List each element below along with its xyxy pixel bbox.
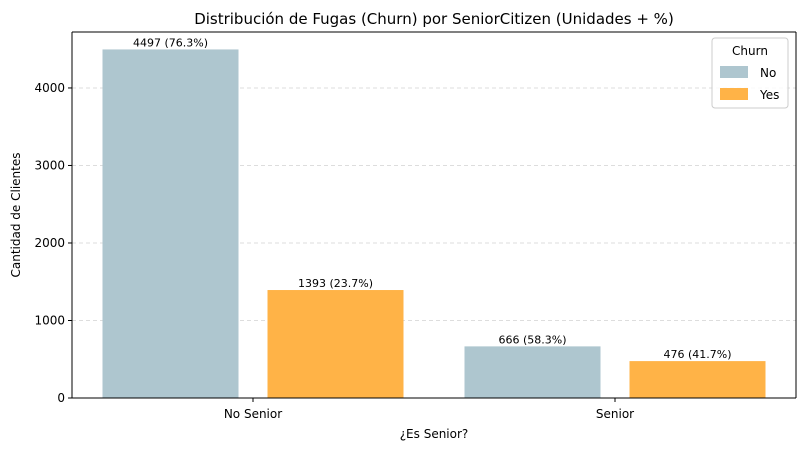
- chart-title: Distribución de Fugas (Churn) por Senior…: [194, 10, 674, 28]
- bar-data-label: 1393 (23.7%): [298, 277, 373, 290]
- legend-swatch-yes: [720, 88, 748, 100]
- bar-no-0: [102, 49, 239, 399]
- y-tick-label: 4000: [34, 81, 65, 95]
- y-tick-label: 1000: [34, 313, 65, 327]
- legend: Churn No Yes: [711, 37, 789, 109]
- bar-data-label: 476 (41.7%): [663, 348, 731, 361]
- bar-data-label: 4497 (76.3%): [133, 36, 208, 49]
- y-tick-label: 0: [57, 391, 65, 405]
- legend-label-yes: Yes: [759, 88, 779, 102]
- legend-swatch-no: [720, 66, 748, 78]
- x-axis-label: ¿Es Senior?: [400, 427, 469, 441]
- y-tick-label: 2000: [34, 236, 65, 250]
- x-tick-label: Senior: [596, 407, 634, 421]
- y-tick-label: 3000: [34, 158, 65, 172]
- bar-yes-1: [629, 361, 766, 398]
- bar-no-1: [464, 346, 601, 398]
- bar-data-label: 666 (58.3%): [498, 333, 566, 346]
- x-tick-label: No Senior: [224, 407, 282, 421]
- y-axis-label: Cantidad de Clientes: [9, 153, 23, 278]
- legend-label-no: No: [760, 66, 776, 80]
- bar-yes-0: [267, 290, 404, 398]
- legend-title: Churn: [732, 44, 768, 58]
